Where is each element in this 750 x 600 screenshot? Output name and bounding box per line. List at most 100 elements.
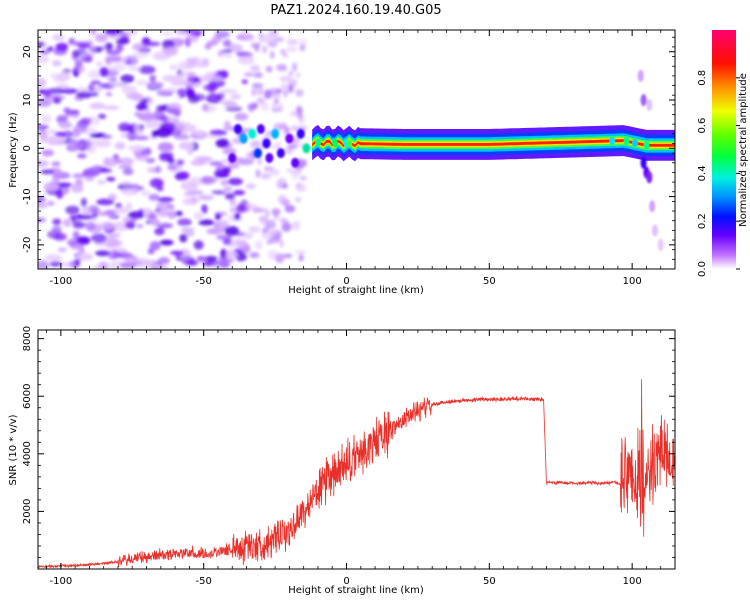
spectrogram-cell [67,140,86,150]
spectrogram-cell [140,189,150,197]
spectrogram-cell [269,169,280,177]
spectrogram-cell [225,106,243,112]
spectrogram-cell [254,240,263,250]
spectrogram-cell [209,161,224,167]
spectrogram-cell [215,213,222,221]
spectrogram-cell [169,64,178,71]
spectrogram-cell [80,55,93,63]
spectrogram-cell [252,207,264,213]
spectrogram-cell [274,93,282,98]
spectrogram-cell [40,114,52,124]
snr-panel: -100 -50 0 50 100 2000 4000 6000 8000 Height of … [8,326,676,596]
spectrogram-cell [62,218,72,227]
spectrogram-cell [227,164,240,169]
spectrogram-cell [149,240,161,251]
spectrogram-cell [188,71,195,82]
spectrogram-cell [94,139,112,148]
spectrogram-cell [70,183,84,193]
spectrogram-cell [107,240,123,247]
spectrogram-cell [197,194,215,201]
spectrogram-frame [37,29,676,270]
spectrogram-cell [101,134,113,140]
spectrogram-cell [198,219,215,226]
spectrogram-cell [223,186,233,192]
spectrogram-cell [103,157,111,167]
spectrogram-cell [251,102,259,110]
spectrogram-cell [105,68,119,77]
spectrogram-cell [154,227,165,236]
spectrogram-cell [201,204,208,214]
spectrogram-cell [52,97,62,104]
spectrogram-hot-cell [296,128,305,139]
spectrogram-cell [84,221,96,231]
spectrogram-cell [127,144,145,152]
spectrogram-cell [284,204,296,213]
spectrogram-cell [220,248,228,259]
spectrogram-hot-cell [276,148,285,159]
spectrogram-cell [230,93,242,100]
spectrogram-cell [220,179,229,186]
spectrogram-cell [106,30,124,35]
spectrogram-cell [100,221,115,231]
spectrogram-hot-cell [271,128,280,139]
spectrogram-cell [84,137,96,145]
spectrogram-cell [159,153,173,162]
spectrogram-cell [147,213,158,220]
spectrogram-cell [107,193,117,201]
spectrogram-cell [60,88,78,94]
spectrogram-cell [646,171,653,184]
spectrogram-cell [44,254,62,262]
spectrogram-cell [136,224,144,229]
spectrogram-cell [135,103,143,111]
colorbar: 0.0 0.2 0.4 0.6 0.8 Normalized spectral ampl… [697,30,749,277]
spectrogram-cell [159,239,174,246]
spectrogram-cell [193,212,204,220]
spectrogram-cell [640,94,647,107]
spectrogram-cell [167,162,178,171]
spectrogram-cell [206,93,222,104]
spectrogram-cell [106,50,121,56]
spectrogram-cell [38,55,50,64]
spectrogram-cell [646,98,653,111]
spectrogram-cell [131,93,144,102]
spectrogram-cell [157,209,170,217]
spectrogram-cell [190,130,204,136]
colorbar-tick-label: 0.0 [697,261,708,277]
spectrogram-cell [189,93,206,102]
spectrogram-cell [276,88,282,94]
spectrogram-cell [224,193,236,200]
spectrogram-cell [222,39,232,47]
spectrogram-cell [76,236,91,245]
spectrogram-ridge-knot [623,137,630,146]
spectrogram-cell [106,232,121,238]
spectrogram-cell [105,56,112,66]
spectrogram-cell [176,88,187,96]
spectrogram-cell [52,34,65,42]
spectrogram-cell [113,206,129,214]
spectrogram-cell [81,206,92,216]
spectrogram-cell [38,97,52,107]
spectrogram-cell [84,175,95,182]
spectrogram-cell [268,30,279,38]
spectrogram-cell [258,215,269,222]
spectrogram-cell [170,250,184,256]
spectrogram-cell [278,177,287,184]
spectrogram-cell [232,239,247,244]
spectrogram-xlabel: Height of straight line (km) [288,285,424,296]
spectrogram-cell [286,168,292,173]
spectrogram-cell [87,46,97,52]
spectrogram-cell [156,223,174,229]
spectrogram-cell [76,214,94,220]
spectrogram-cell [273,98,280,104]
spectrogram-cell [65,205,80,215]
spectrogram-cell [110,82,128,87]
spectrogram-cell [229,198,237,206]
spectrogram-cell [151,130,159,138]
spectrogram-cell [131,51,150,59]
spectrogram-cell [155,88,171,95]
spectrogram-cell [102,105,120,111]
spectrogram-cell [260,172,271,180]
spectrogram-cell [109,64,127,71]
snr-series-line [38,379,675,569]
spectrogram-cell [219,70,229,79]
